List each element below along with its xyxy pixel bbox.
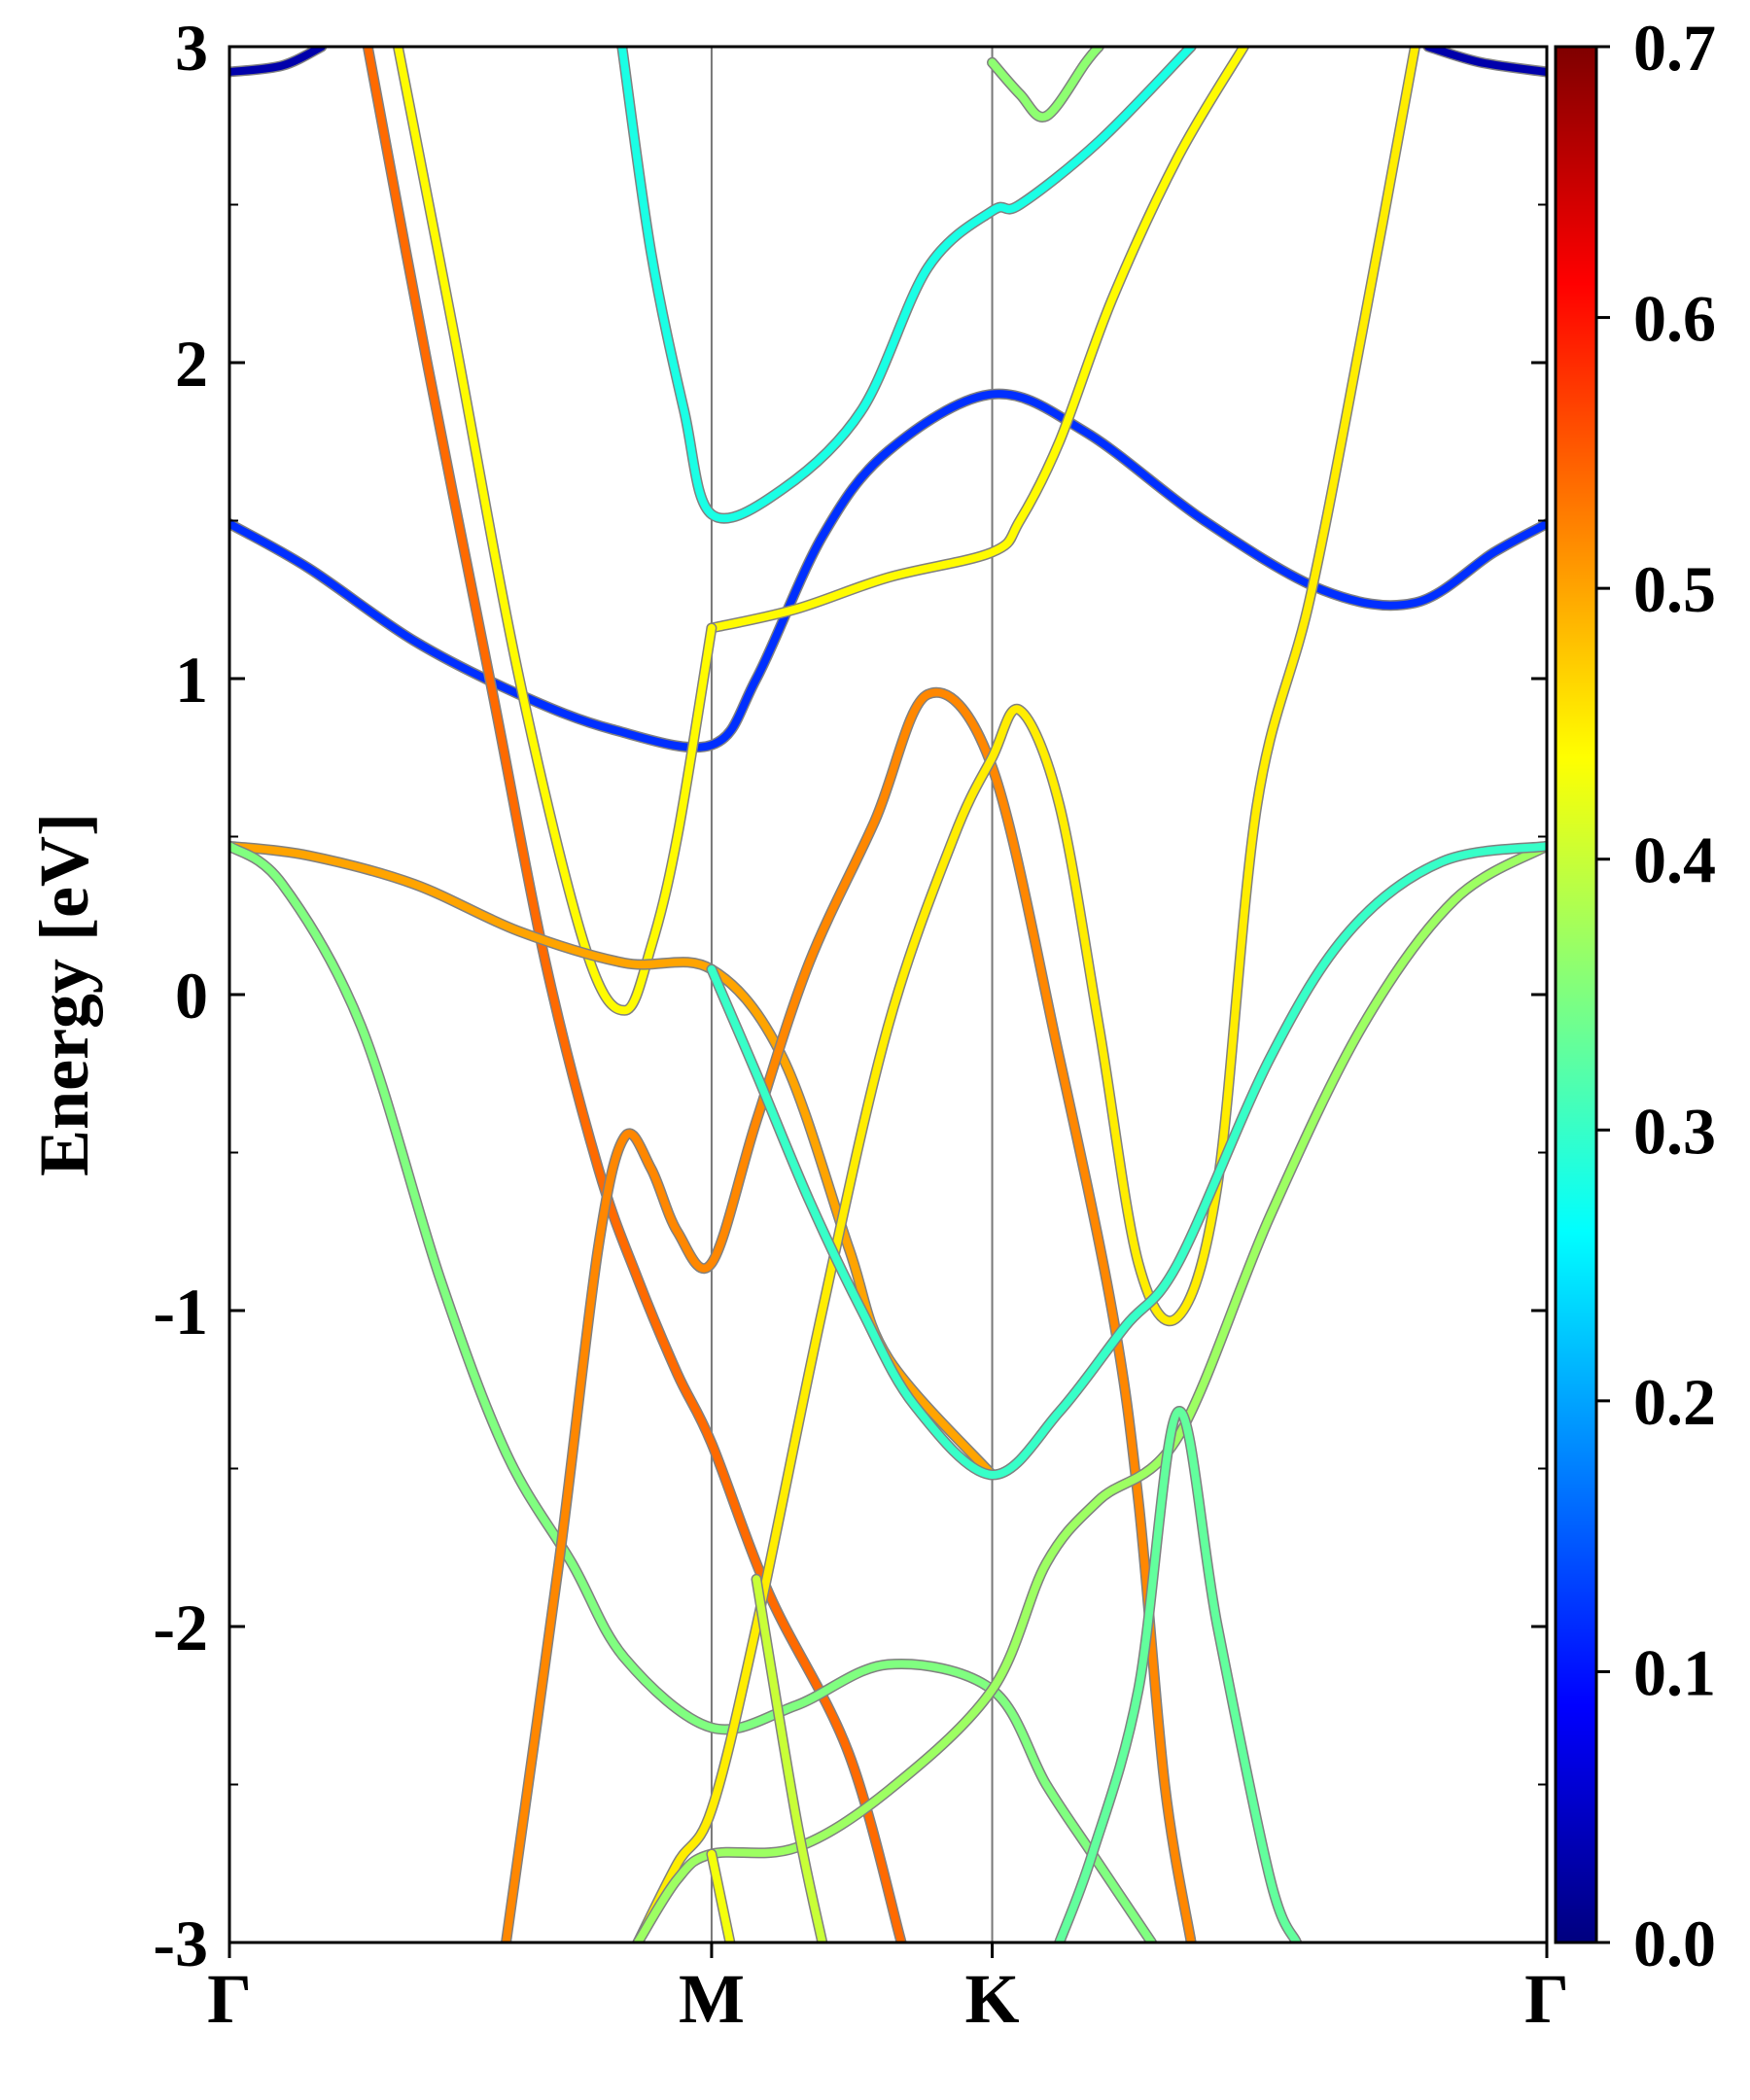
colorbar-tick-label-0: 0.0 [1633,1907,1716,1980]
colorbar-tick-label-6: 0.6 [1633,282,1716,356]
band-0 [229,47,326,76]
y-tick-label-1: -2 [153,1591,208,1664]
y-tick-label-5: 2 [175,327,208,401]
y-ticks: -3 -2 -1 0 1 2 3 [153,11,1547,1980]
band-12 [707,1850,734,1942]
plot-frame [228,45,1549,1944]
band-9 [502,688,1196,1942]
band-outline-4 [706,47,1249,634]
x-tick-label-1: M [679,1960,745,2038]
colorbar [1554,45,1598,1944]
colorbar-tick-label-2: 0.2 [1633,1365,1716,1439]
band-15 [1055,1407,1301,1942]
x-tick-label-0: Γ [207,1960,252,2038]
colorbar-tick-label-4: 0.4 [1633,823,1716,897]
band-4 [707,47,1248,632]
y-tick-label-0: -3 [153,1907,208,1980]
y-tick-label-3: 0 [175,959,208,1032]
band-16 [988,47,1103,122]
colorbar-tick-label-5: 0.5 [1633,552,1716,626]
y-tick-label-4: 1 [175,643,208,717]
band-6 [394,47,716,1015]
colorbar-tick-label-7: 0.7 [1633,11,1716,85]
band-10 [634,47,1419,1942]
high-symmetry-lines [710,47,994,1942]
band-11 [634,842,1547,1942]
y-axis-label: Energy [eV] [25,813,103,1176]
y-tick-label-2: -1 [153,1275,208,1348]
band-8 [229,842,1156,1942]
colorbar-tick-label-3: 0.3 [1633,1094,1716,1168]
colorbar-tick-label-1: 0.1 [1633,1635,1716,1709]
band-1 [1424,47,1547,76]
band-3 [617,47,1196,523]
x-tick-label-3: Γ [1524,1960,1569,2038]
band-13 [707,842,1547,1479]
colorbar-ticks: 0.0 0.1 0.2 0.3 0.4 0.5 0.6 0.7 [1596,11,1716,1980]
band-outline-6 [392,47,718,1016]
bands [229,47,1547,1942]
band-2 [229,390,1547,752]
y-tick-label-6: 3 [175,11,208,85]
x-tick-label-2: K [965,1960,1020,2038]
band-14 [752,1575,826,1942]
